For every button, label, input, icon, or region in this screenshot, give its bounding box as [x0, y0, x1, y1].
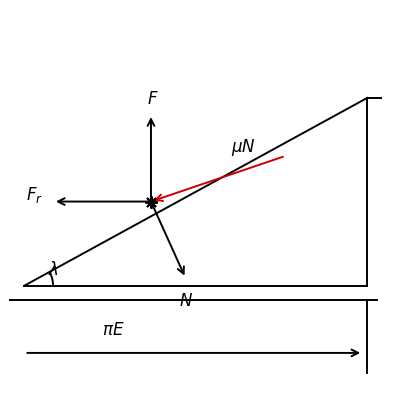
Text: $\pi E$: $\pi E$	[102, 322, 124, 339]
Text: $\lambda$: $\lambda$	[48, 261, 59, 279]
Text: $\mu N$: $\mu N$	[231, 137, 255, 158]
Text: $F$: $F$	[147, 90, 159, 108]
Text: $F_r$: $F_r$	[26, 185, 43, 205]
Text: $N$: $N$	[179, 292, 193, 310]
